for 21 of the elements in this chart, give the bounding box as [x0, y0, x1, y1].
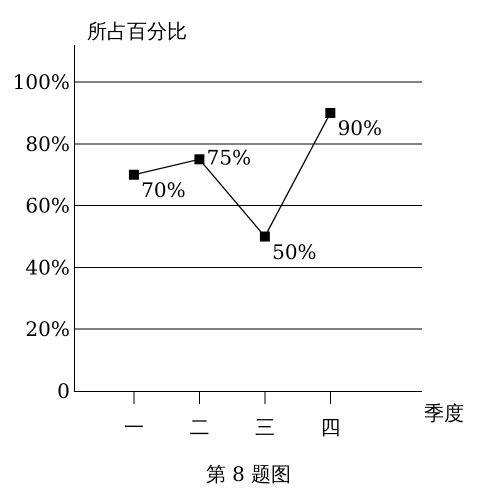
y-tick-label: 60%	[25, 194, 70, 218]
x-tick-label: 四	[320, 415, 340, 440]
y-tick-label: 20%	[25, 317, 70, 342]
y-tick-label: 40%	[25, 255, 70, 280]
point	[260, 232, 270, 242]
point	[194, 154, 204, 164]
data-label: 90%	[338, 116, 382, 140]
data-label: 75%	[206, 145, 252, 170]
point	[128, 170, 139, 180]
y-axis-title: 所占百分比	[87, 19, 187, 43]
x-tick-label: 二	[189, 415, 210, 440]
text: 第 8 题图	[206, 462, 292, 486]
y-tick-label: 0	[57, 379, 70, 403]
y-tick-label: 80%	[25, 132, 70, 156]
x-axis-title: 季度	[424, 401, 464, 425]
x-tick-label: 一	[124, 415, 144, 440]
point	[325, 108, 336, 118]
data-label: 70%	[141, 178, 186, 202]
x-tick-label: 三	[254, 415, 275, 440]
data-label: 50%	[272, 240, 317, 264]
y-tick-label: 100%	[12, 70, 70, 94]
